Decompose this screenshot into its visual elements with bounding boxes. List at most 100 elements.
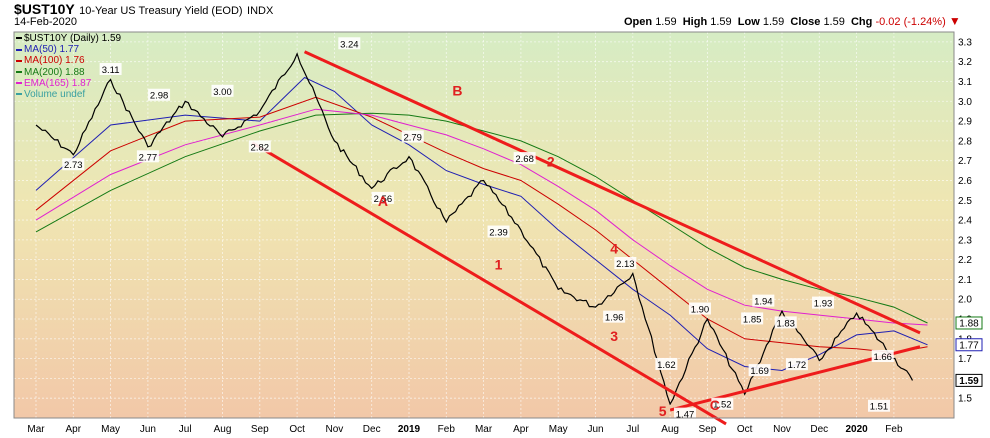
wave-label: A <box>378 193 388 209</box>
x-tick-label: Oct <box>737 424 753 435</box>
x-tick-label: Sep <box>699 424 717 435</box>
marker-box <box>955 373 983 387</box>
exchange-label: INDX <box>247 5 274 17</box>
value-label: 2.77 <box>136 150 159 163</box>
x-tick-label: Feb <box>438 424 456 435</box>
value-label-bg <box>711 397 734 410</box>
value-label-bg <box>401 130 424 143</box>
x-tick-label: Mar <box>27 424 45 435</box>
wave-label: 5 <box>659 403 667 419</box>
legend-item: Volume undef <box>16 89 121 100</box>
low-label: Low <box>737 16 760 28</box>
value-label: 1.62 <box>655 357 678 371</box>
open-label: Open <box>624 16 653 28</box>
chg-value: -0.02 (-1.24%) <box>875 16 946 28</box>
y-tick-label: 2.0 <box>958 295 972 306</box>
value-label: 1.72 <box>785 358 808 371</box>
x-tick-label: Jul <box>626 424 639 435</box>
x-tick-label: Aug <box>214 424 232 435</box>
x-tick-label: Feb <box>885 424 903 435</box>
y-tick-label: 2.2 <box>958 255 972 266</box>
value-label: 1.83 <box>774 316 797 329</box>
y-tick-label: 2.8 <box>958 136 972 147</box>
value-label-text: 1.85 <box>743 314 762 325</box>
marker-box <box>955 316 983 330</box>
plot-frame <box>13 31 955 419</box>
x-tick-label: Dec <box>363 424 381 435</box>
value-label-bg <box>62 158 85 171</box>
y-tick-label: 2.5 <box>958 196 972 207</box>
ohlc-bar: Open 1.59 High 1.59 Low 1.59 Close 1.59 … <box>624 14 961 28</box>
value-label-bg <box>248 140 271 153</box>
value-label-bg <box>674 407 697 420</box>
value-label: 2.13 <box>614 256 637 270</box>
value-label: 1.69 <box>748 364 771 377</box>
value-label: 3.24 <box>338 37 361 50</box>
value-label: 1.85 <box>741 312 764 325</box>
value-label-bg <box>99 63 122 76</box>
value-label-text: 2.79 <box>403 133 422 144</box>
value-label-text: 1.51 <box>870 402 889 413</box>
wave-label: B <box>452 82 462 98</box>
legend-label: MA(50) 1.77 <box>24 44 80 56</box>
value-label-bg <box>752 294 775 307</box>
value-label-bg <box>741 312 764 325</box>
chart-title: 10-Year US Treasury Yield (EOD) <box>79 5 243 17</box>
y-tick-label: 3.3 <box>958 37 972 48</box>
x-tick-label: Aug <box>661 424 679 435</box>
close-label: Close <box>790 16 821 28</box>
ma-line <box>35 96 928 354</box>
y-tick-label: 3.1 <box>958 77 972 88</box>
value-label-text: 2.68 <box>515 154 534 165</box>
ticker-symbol: $UST10Y <box>14 1 75 17</box>
value-label: 2.56 <box>371 191 394 205</box>
wave-label: 1 <box>495 257 503 273</box>
value-label-text: 2.98 <box>150 91 169 102</box>
value-label-bg <box>774 316 797 329</box>
value-label-text: 2.56 <box>374 194 393 205</box>
trendline-lower-channel <box>251 141 727 426</box>
value-label: 1.51 <box>867 399 890 413</box>
value-label-text: 3.11 <box>102 65 120 76</box>
value-label-bg <box>371 191 394 204</box>
trendline-upper-channel <box>303 50 921 335</box>
value-label-text: 3.24 <box>340 39 359 50</box>
legend-item: EMA(165) 1.87 <box>16 78 121 89</box>
high-value: 1.59 <box>710 16 732 28</box>
value-label-text: 1.47 <box>676 410 695 421</box>
value-label-bg <box>614 256 637 269</box>
y-tick-label: 2.7 <box>958 156 972 167</box>
x-tick-label: Apr <box>513 424 529 435</box>
legend-item: MA(200) 1.88 <box>16 67 121 78</box>
value-label-text: 1.90 <box>691 305 710 316</box>
value-label: 2.98 <box>148 88 171 102</box>
y-tick-label: 2.1 <box>958 275 972 286</box>
value-label: 2.82 <box>248 140 271 153</box>
y-tick-label: 1.5 <box>958 394 972 405</box>
value-label: 2.39 <box>487 225 510 239</box>
y-tick-label: 2.9 <box>958 117 972 128</box>
value-label-text: 2.77 <box>139 152 158 163</box>
y-tick-label: 2.3 <box>958 235 972 246</box>
value-label-bg <box>338 37 361 50</box>
legend-label: MA(100) 1.76 <box>24 55 85 67</box>
marker-text: 1.59 <box>959 376 979 387</box>
value-label-bg <box>785 358 808 371</box>
value-label: 1.52 <box>711 397 734 411</box>
y-tick-label: 2.4 <box>958 216 972 227</box>
value-label-text: 1.93 <box>814 299 833 310</box>
x-tick-label: Jun <box>587 424 603 435</box>
value-label-text: 1.66 <box>873 352 892 363</box>
y-tick-label: 2.6 <box>958 176 972 187</box>
x-tick-label: May <box>101 424 120 435</box>
chart-legend: $UST10Y (Daily) 1.59 MA(50) 1.77 MA(100) 1… <box>16 33 121 100</box>
value-label-text: 2.39 <box>489 228 508 239</box>
wave-label: C <box>710 397 720 413</box>
wave-label: 3 <box>610 328 618 344</box>
ma-line <box>35 108 928 326</box>
y-tick-label: 3.2 <box>958 57 972 68</box>
value-label: 1.47 <box>674 407 697 421</box>
value-label: 1.93 <box>812 296 835 310</box>
value-label: 1.90 <box>688 302 711 316</box>
high-label: High <box>682 16 708 28</box>
